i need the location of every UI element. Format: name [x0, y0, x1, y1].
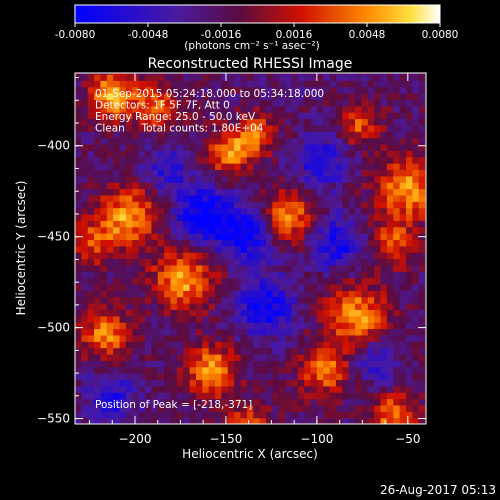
y-tick-label: −400	[37, 139, 70, 153]
colorbar-tick-label: -0.0016	[201, 29, 242, 41]
x-tick-label: −50	[395, 432, 420, 446]
colorbar-tick-label: 0.0048	[349, 29, 386, 41]
y-tick-label: −550	[37, 412, 70, 426]
colorbar-units: (photons cm⁻² s⁻¹ asec⁻²)	[184, 40, 319, 52]
annotation-block: 01-Sep-2015 05:24:18.000 to 05:34:18.000…	[95, 88, 324, 135]
annotation-line: 01-Sep-2015 05:24:18.000 to 05:34:18.000	[95, 88, 324, 100]
timestamp: 26-Aug-2017 05:13	[380, 483, 496, 497]
colorbar-tick-label: -0.0080	[55, 29, 96, 41]
colorbar: -0.0080 -0.0048 -0.0016 0.0016 0.0048 0.0080 …	[55, 4, 459, 52]
x-tick-label: −100	[300, 432, 333, 446]
plot-frame	[74, 72, 427, 425]
chart-title: Reconstructed RHESSI Image	[148, 56, 353, 72]
annotation-line: Detectors: 1F 5F 7F, Att 0	[95, 100, 230, 112]
y-tick-label: −450	[37, 230, 70, 244]
heatmap-image	[75, 73, 426, 424]
colorbar-tick-label: 0.0080	[422, 29, 459, 41]
colorbar-tick-label: 0.0016	[276, 29, 313, 41]
annotation-line: Clean Total counts: 1.80E+04	[95, 123, 264, 135]
axes: −200 −150 −100 −50 −400 −450 −500 −550	[37, 73, 426, 446]
colorbar-gradient	[74, 4, 441, 24]
x-tick-label: −200	[119, 432, 152, 446]
colorbar-tick-label: -0.0048	[128, 29, 169, 41]
y-axis-label: Heliocentric Y (arcsec)	[14, 181, 28, 316]
x-tick-label: −150	[209, 432, 242, 446]
annotation-line: Energy Range: 25.0 - 50.0 keV	[95, 111, 256, 123]
y-tick-label: −500	[37, 321, 70, 335]
x-axis-label: Heliocentric X (arcsec)	[182, 447, 318, 461]
peak-position-label: Position of Peak = [-218,-371]	[95, 399, 252, 411]
